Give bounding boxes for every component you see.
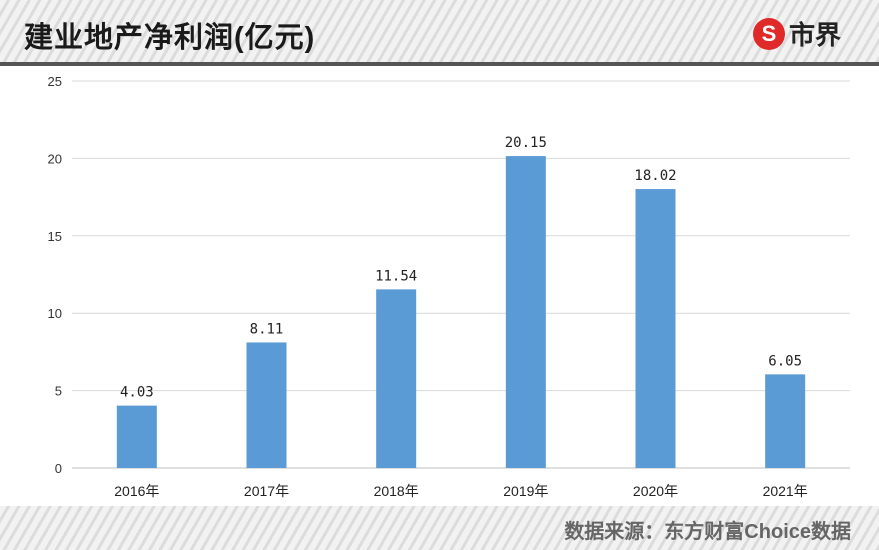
x-tick-label: 2020年 xyxy=(633,483,678,499)
x-tick-label: 2016年 xyxy=(114,483,159,499)
data-label: 18.02 xyxy=(634,168,676,184)
bar xyxy=(116,405,157,468)
data-label: 6.05 xyxy=(768,353,802,369)
x-tick-label: 2021年 xyxy=(763,483,808,499)
y-tick-label: 25 xyxy=(48,74,62,89)
y-tick-label: 10 xyxy=(48,306,62,321)
data-label: 4.03 xyxy=(120,385,154,401)
header-divider xyxy=(0,62,879,66)
header: 建业地产净利润(亿元) S 市界 xyxy=(0,0,879,62)
bar xyxy=(376,289,417,468)
page-title: 建业地产净利润(亿元) xyxy=(24,22,316,54)
data-label: 20.15 xyxy=(505,135,547,151)
y-tick-label: 15 xyxy=(48,229,62,244)
data-label: 11.54 xyxy=(375,268,417,284)
logo-text: 市界 xyxy=(788,20,841,50)
data-label: 8.11 xyxy=(250,321,284,337)
bar xyxy=(505,156,546,468)
logo-icon: S xyxy=(752,17,785,50)
bar xyxy=(635,189,676,468)
y-tick-label: 5 xyxy=(55,384,62,399)
x-tick-label: 2018年 xyxy=(374,483,419,499)
bar xyxy=(765,374,806,468)
bar xyxy=(246,342,287,468)
data-source: 数据来源：东方财富Choice数据 xyxy=(564,521,851,543)
y-tick-label: 0 xyxy=(55,461,62,476)
footer: 数据来源：东方财富Choice数据 xyxy=(0,506,879,550)
bar-chart: 0 5 10 15 20 25 4.03 2016年 8.11 2017年 11.54 2018年 20… xyxy=(48,74,850,499)
brand-logo: S 市界 xyxy=(752,15,841,52)
x-tick-label: 2017年 xyxy=(244,483,289,499)
y-tick-label: 20 xyxy=(48,151,62,166)
x-tick-label: 2019年 xyxy=(503,483,548,499)
